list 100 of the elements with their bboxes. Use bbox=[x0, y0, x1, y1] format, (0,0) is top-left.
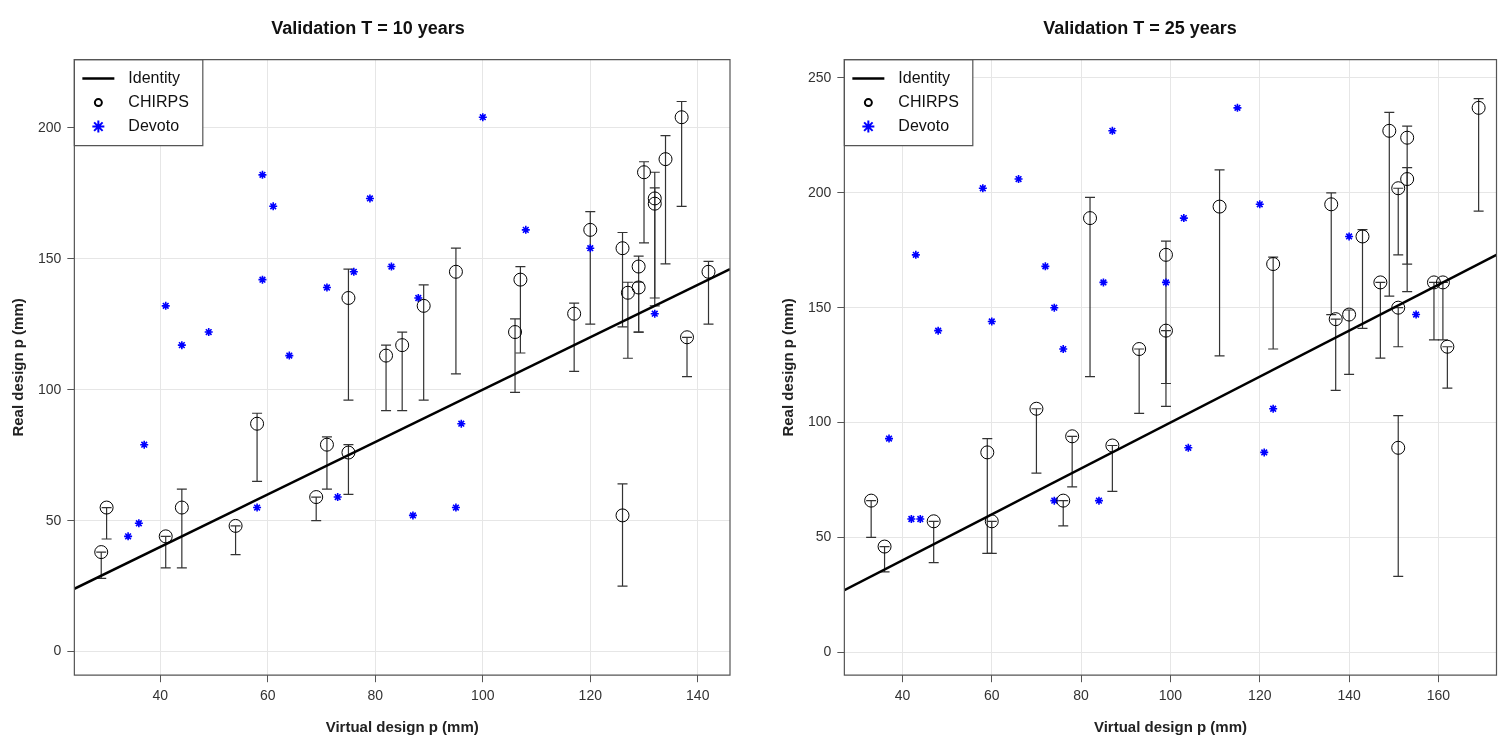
point bbox=[1158, 247, 1173, 262]
point bbox=[615, 508, 630, 523]
x-tick-label: 60 bbox=[983, 687, 1000, 704]
point bbox=[615, 241, 630, 256]
point bbox=[1373, 275, 1388, 290]
point bbox=[177, 340, 187, 350]
y-tick-label: 150 bbox=[808, 298, 832, 315]
y-tick-label: 100 bbox=[808, 413, 832, 430]
point bbox=[134, 518, 144, 529]
x-tick-label: 100 bbox=[471, 687, 495, 704]
y-tick-label: 250 bbox=[808, 68, 832, 85]
y-tick-label: 100 bbox=[38, 380, 62, 397]
point bbox=[1013, 174, 1024, 184]
point bbox=[1400, 172, 1415, 187]
point bbox=[1083, 211, 1098, 226]
x-tick-label: 80 bbox=[1073, 687, 1090, 704]
y-tick-label: 0 bbox=[823, 643, 832, 660]
x-axis-title: Virtual design p (mm) bbox=[1093, 718, 1247, 736]
point bbox=[257, 170, 268, 180]
x-tick-label: 40 bbox=[152, 687, 169, 704]
legend-label: Identity bbox=[128, 69, 180, 87]
point bbox=[1179, 213, 1189, 223]
point bbox=[620, 285, 635, 300]
point bbox=[1435, 275, 1450, 290]
point bbox=[365, 193, 375, 204]
x-tick-label: 100 bbox=[1158, 687, 1183, 704]
point bbox=[174, 500, 189, 515]
point bbox=[94, 545, 109, 560]
x-tick-label: 140 bbox=[686, 687, 710, 704]
point bbox=[451, 502, 461, 513]
point bbox=[631, 259, 646, 274]
chart-title: Validation T = 10 years bbox=[271, 17, 465, 38]
x-tick-label: 140 bbox=[1337, 687, 1361, 704]
point bbox=[978, 183, 988, 194]
y-axis-title: Real design p (mm) bbox=[9, 298, 27, 437]
point bbox=[1158, 323, 1173, 338]
point bbox=[701, 264, 716, 279]
x-tick-label: 120 bbox=[1248, 687, 1272, 704]
point bbox=[1471, 100, 1486, 115]
legend-label: CHIRPS bbox=[128, 93, 189, 111]
point bbox=[1107, 126, 1118, 136]
point bbox=[158, 529, 173, 544]
point bbox=[1183, 443, 1194, 453]
point bbox=[252, 502, 262, 513]
point bbox=[139, 439, 150, 450]
point bbox=[257, 274, 268, 285]
point bbox=[637, 165, 652, 180]
point bbox=[647, 191, 662, 206]
point bbox=[1440, 339, 1455, 354]
point bbox=[341, 445, 356, 460]
point bbox=[1105, 438, 1120, 453]
point bbox=[1232, 103, 1243, 113]
y-tick-label: 200 bbox=[808, 183, 832, 200]
x-tick-label: 40 bbox=[894, 687, 911, 704]
point bbox=[877, 539, 892, 554]
x-axis-title: Virtual design p (mm) bbox=[325, 718, 479, 736]
point bbox=[319, 437, 334, 452]
point bbox=[1328, 312, 1343, 327]
point bbox=[386, 261, 397, 272]
point bbox=[416, 298, 431, 313]
point bbox=[567, 306, 582, 321]
legend-label: Identity bbox=[898, 69, 950, 87]
x-tick-label: 60 bbox=[260, 687, 276, 704]
point bbox=[984, 514, 999, 529]
point bbox=[1161, 277, 1171, 288]
point bbox=[99, 500, 114, 515]
point bbox=[228, 518, 243, 533]
point bbox=[1344, 231, 1354, 242]
x-tick-label: 160 bbox=[1426, 687, 1451, 704]
point bbox=[203, 327, 214, 337]
point bbox=[1411, 309, 1421, 320]
chart-title: Validation T = 25 years bbox=[1043, 17, 1237, 38]
point bbox=[680, 330, 695, 345]
point bbox=[1058, 344, 1069, 354]
point bbox=[1426, 275, 1441, 290]
legend-label: Devoto bbox=[128, 117, 180, 135]
point bbox=[1266, 257, 1281, 272]
point bbox=[1324, 197, 1339, 212]
point bbox=[926, 514, 941, 529]
point bbox=[284, 350, 295, 361]
point bbox=[1391, 300, 1406, 315]
point bbox=[160, 301, 171, 311]
point bbox=[649, 308, 660, 319]
point bbox=[1259, 447, 1270, 458]
y-tick-label: 50 bbox=[815, 528, 832, 545]
point bbox=[1049, 495, 1060, 506]
point bbox=[933, 325, 943, 336]
y-tick-label: 0 bbox=[53, 642, 62, 659]
point bbox=[1342, 307, 1357, 322]
x-tick-label: 80 bbox=[367, 687, 384, 704]
point bbox=[322, 282, 332, 293]
point bbox=[341, 290, 356, 305]
point bbox=[1065, 429, 1080, 444]
y-tick-label: 200 bbox=[38, 118, 62, 135]
point bbox=[1400, 130, 1415, 145]
y-tick-label: 150 bbox=[38, 249, 62, 266]
point bbox=[864, 493, 879, 508]
point bbox=[250, 416, 265, 431]
point bbox=[379, 348, 394, 363]
point bbox=[1391, 181, 1406, 196]
